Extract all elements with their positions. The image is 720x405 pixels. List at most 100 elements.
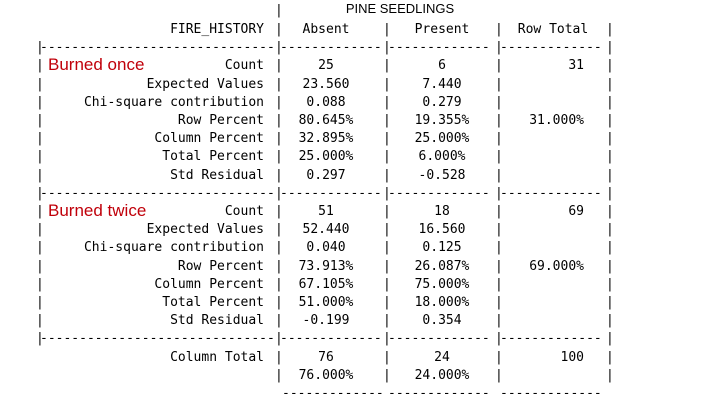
column-divider: | [36, 76, 44, 92]
column-divider: | [606, 149, 614, 165]
column-divider: | [275, 313, 283, 329]
cell-present: 7.440 [422, 76, 462, 92]
column-divider: | [275, 3, 283, 18]
cell-absent: 0.297 [306, 167, 346, 183]
dash-segment: ------------- [388, 40, 490, 56]
column-percent-absent: 76.000% [298, 367, 354, 383]
group-label: Burned once [48, 55, 147, 76]
column-divider: | [275, 295, 283, 310]
column-divider: | [275, 258, 283, 274]
column-divider: | [275, 331, 283, 347]
column-divider: | [495, 76, 503, 92]
column-total-row: Column Total 76 24 100 | | | | [0, 349, 720, 367]
row-label: Column Percent [154, 131, 264, 147]
cell-absent: 67.105% [298, 276, 354, 292]
column-divider: | [383, 185, 391, 201]
column-divider: | [36, 204, 44, 219]
column-divider: | [383, 131, 391, 147]
column-divider: | [495, 258, 503, 274]
row-label: Count [224, 204, 264, 219]
cell-absent: 51 [318, 204, 334, 219]
column-divider: | [275, 349, 283, 365]
cell-present: 26.087% [414, 258, 470, 274]
column-divider: | [495, 222, 503, 238]
bottom-separator: ------------- ------------- ------------- [0, 385, 720, 403]
column-divider: | [383, 331, 391, 347]
column-divider: | [495, 40, 503, 56]
column-divider: | [275, 76, 283, 92]
row-label: Row Percent [177, 113, 264, 128]
column-divider: | [383, 76, 391, 92]
column-divider: | [275, 276, 283, 292]
row-label: Column Percent [154, 276, 264, 292]
cell-absent: 25.000% [298, 149, 354, 165]
row-label: Chi-square contribution [83, 94, 264, 110]
cell-absent: 51.000% [298, 295, 354, 310]
dash-segment: ------------- [500, 185, 602, 201]
column-divider: | [606, 204, 614, 219]
column-divider: | [606, 367, 614, 383]
cell-absent: 25 [318, 58, 334, 74]
column-divider: | [36, 167, 44, 183]
column-header-present: Present [414, 22, 470, 37]
column-divider: | [383, 204, 391, 219]
table-row: Total Percent 51.000% 18.000% | | | | | [0, 294, 720, 312]
column-divider: | [606, 58, 614, 74]
cell-present: -0.528 [418, 167, 466, 183]
cell-row-total: 31 [568, 58, 584, 74]
dash-segment: ------------- [282, 386, 384, 401]
dash-segment: ------------- [388, 185, 490, 201]
column-divider: | [606, 76, 614, 92]
column-divider: | [495, 22, 503, 37]
column-percent-present: 24.000% [414, 367, 470, 383]
dash-segment: ------------- [280, 331, 382, 347]
column-divider: | [606, 276, 614, 292]
cell-present: 16.560 [418, 222, 466, 238]
cell-present: 0.354 [422, 313, 462, 329]
dash-segment: ------------- [500, 331, 602, 347]
column-divider: | [383, 113, 391, 128]
column-divider: | [36, 313, 44, 329]
column-divider: | [383, 258, 391, 274]
column-divider: | [275, 58, 283, 74]
column-divider: | [36, 222, 44, 238]
column-percent-row: 76.000% 24.000% | | | | [0, 367, 720, 385]
dash-segment: ------------------------------ [40, 331, 275, 347]
cell-absent: 23.560 [302, 76, 350, 92]
dash-segment: ------------- [280, 185, 382, 201]
column-divider: | [275, 167, 283, 183]
column-divider: | [275, 367, 283, 383]
cell-present: 6 [438, 58, 446, 74]
column-divider: | [495, 113, 503, 128]
separator-line: ------------------------------ ----------… [0, 330, 720, 348]
column-divider: | [275, 222, 283, 238]
group-label: Burned twice [48, 201, 149, 221]
column-divider: | [606, 240, 614, 256]
row-label: Count [224, 58, 264, 74]
column-divider: | [383, 240, 391, 256]
column-divider: | [275, 185, 283, 201]
cell-absent: 80.645% [298, 113, 354, 128]
table-row: Expected Values 52.440 16.560 | | | | | [0, 221, 720, 239]
column-divider: | [495, 94, 503, 110]
column-divider: | [275, 240, 283, 256]
cell-present: 6.000% [418, 149, 466, 165]
column-divider: | [606, 258, 614, 274]
cell-present: 25.000% [414, 131, 470, 147]
column-divider: | [383, 367, 391, 383]
separator-line: ------------------------------ ----------… [0, 39, 720, 57]
column-divider: | [275, 149, 283, 165]
column-divider: | [36, 295, 44, 310]
dash-segment: ------------------------------ [40, 185, 275, 201]
column-divider: | [275, 113, 283, 128]
column-divider: | [36, 131, 44, 147]
column-divider: | [606, 185, 614, 201]
column-divider: | [606, 349, 614, 365]
column-divider: | [36, 40, 44, 56]
column-divider: | [275, 131, 283, 147]
table-row: Row Percent 73.913% 26.087% 69.000% | | | | | [0, 258, 720, 276]
dash-segment: ------------- [500, 40, 602, 56]
column-divider: | [383, 22, 391, 37]
column-divider: | [495, 331, 503, 347]
row-label: Chi-square contribution [83, 240, 264, 256]
